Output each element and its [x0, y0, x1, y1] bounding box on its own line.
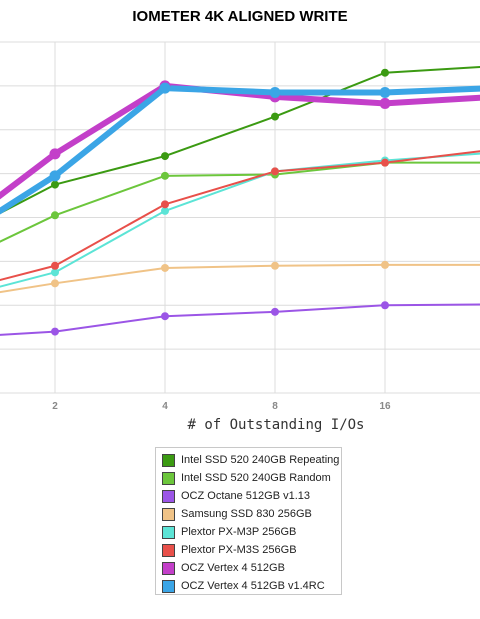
data-point — [51, 279, 59, 288]
data-point — [381, 260, 389, 269]
legend-label: OCZ Vertex 4 512GB v1.4RC — [181, 580, 325, 592]
legend-item: Plextor PX-M3S 256GB — [156, 541, 341, 559]
legend: Intel SSD 520 240GB Repeating Intel SSD 5… — [155, 447, 342, 595]
data-point — [49, 170, 61, 182]
legend-swatch — [162, 579, 175, 593]
legend-label: Intel SSD 520 240GB Random — [181, 472, 331, 484]
legend-label: OCZ Vertex 4 512GB — [181, 562, 285, 574]
legend-item: Plextor PX-M3P 256GB — [156, 523, 341, 541]
data-point — [161, 206, 169, 215]
series-points — [49, 68, 391, 336]
data-point — [381, 158, 389, 167]
legend-label: Intel SSD 520 240GB Repeating — [181, 454, 340, 466]
x-tick-label: 2 — [52, 401, 58, 412]
legend-swatch — [162, 453, 175, 467]
legend-label: OCZ Octane 512GB v1.13 — [181, 490, 311, 502]
data-point — [271, 261, 279, 270]
legend-item: OCZ Vertex 4 512GB v1.4RC — [156, 577, 341, 595]
legend-item: OCZ Vertex 4 512GB — [156, 559, 341, 577]
legend-swatch — [162, 525, 175, 539]
data-point — [161, 312, 169, 321]
legend-label: Plextor PX-M3P 256GB — [181, 526, 297, 538]
data-point — [161, 171, 169, 180]
x-axis-label: # of Outstanding I/Os — [187, 417, 365, 433]
x-tick-label: 4 — [162, 401, 168, 412]
series-line — [0, 85, 480, 215]
x-tick-label: 16 — [379, 401, 391, 412]
chart-title: IOMETER 4K ALIGNED WRITE — [132, 8, 348, 25]
legend-swatch — [162, 489, 175, 503]
data-point — [379, 97, 391, 109]
data-point — [49, 148, 61, 160]
data-point — [51, 268, 59, 277]
data-point — [161, 263, 169, 272]
series-line — [0, 263, 480, 294]
legend-label: Samsung SSD 830 256GB — [181, 508, 312, 520]
data-point — [271, 167, 279, 176]
series-line — [0, 161, 480, 243]
series-lines — [0, 66, 480, 336]
series-line — [0, 303, 480, 336]
data-point — [271, 112, 279, 121]
data-point — [51, 261, 59, 270]
data-point — [271, 307, 279, 316]
data-point — [51, 211, 59, 220]
legend-item: OCZ Octane 512GB v1.13 — [156, 487, 341, 505]
data-point — [159, 82, 171, 94]
x-tick-labels: 2 4 8 16 — [52, 401, 391, 412]
legend-item: Intel SSD 520 240GB Random — [156, 469, 341, 487]
data-point — [161, 200, 169, 209]
series-line — [0, 152, 480, 288]
legend-item: Samsung SSD 830 256GB — [156, 505, 341, 523]
data-point — [269, 86, 281, 98]
legend-swatch — [162, 543, 175, 557]
data-point — [51, 327, 59, 336]
data-point — [161, 152, 169, 161]
legend-item: Intel SSD 520 240GB Repeating — [156, 451, 341, 469]
legend-label: Plextor PX-M3S 256GB — [181, 544, 297, 556]
data-point — [51, 180, 59, 189]
series-line — [0, 66, 480, 215]
legend-swatch — [162, 561, 175, 575]
series-line — [0, 150, 480, 282]
data-point — [381, 301, 389, 310]
x-tick-label: 8 — [272, 401, 278, 412]
legend-swatch — [162, 471, 175, 485]
data-point — [379, 86, 391, 98]
legend-swatch — [162, 507, 175, 521]
data-point — [381, 68, 389, 77]
